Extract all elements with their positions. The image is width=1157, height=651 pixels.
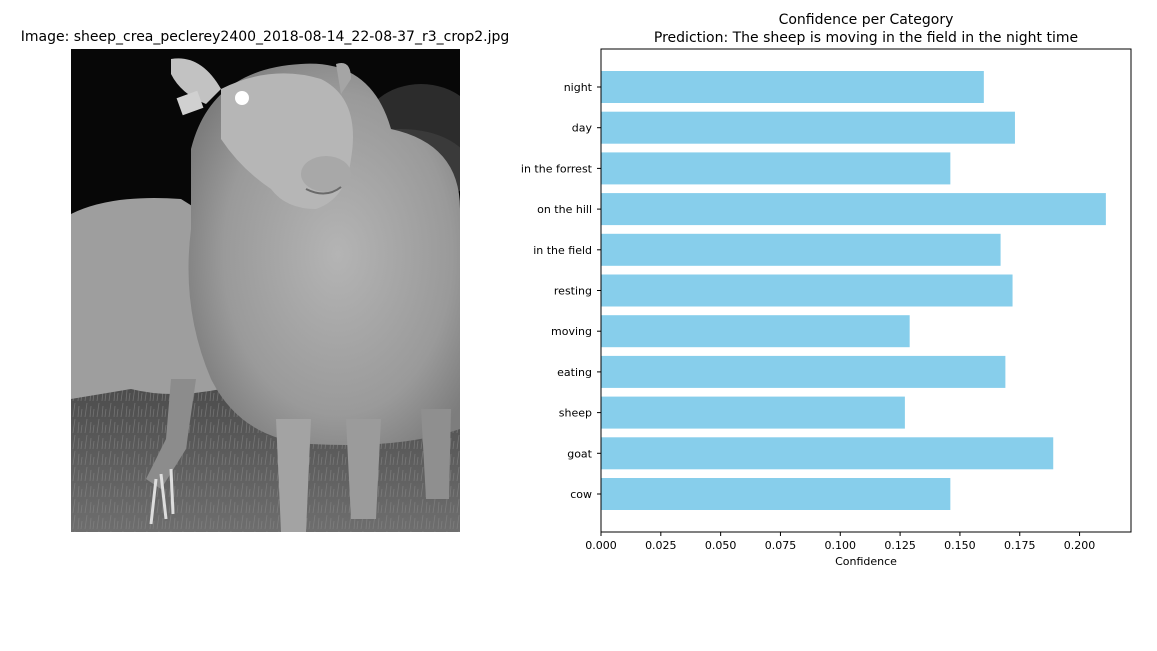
x-axis-label: Confidence	[835, 555, 897, 568]
y-tick-label: in the forrest	[521, 162, 593, 175]
x-ticks-group: 0.000 0.025 0.050 0.075 0.100 0.125 0.150 0.175…	[585, 532, 1095, 552]
y-tick-label: cow	[570, 488, 592, 501]
y-tick-label: on the hill	[537, 203, 592, 216]
bar-day	[601, 111, 1015, 144]
bar-resting	[601, 274, 1013, 307]
x-tick-label: 0.175	[1004, 539, 1036, 552]
x-tick-label: 0.075	[765, 539, 797, 552]
bar-goat	[601, 437, 1054, 470]
x-tick-label: 0.150	[944, 539, 976, 552]
y-tick-label: goat	[567, 447, 592, 460]
y-tick-label: resting	[554, 285, 592, 298]
bar-moving	[601, 315, 910, 348]
x-tick-label: 0.025	[645, 539, 677, 552]
y-tick-label: eating	[557, 366, 592, 379]
bar-eating	[601, 355, 1006, 388]
bars-group	[601, 71, 1106, 510]
plot-frame	[600, 48, 1132, 533]
y-tick-label: in the field	[533, 244, 592, 257]
bar-sheep	[601, 396, 905, 429]
bar-cow	[601, 478, 951, 510]
x-tick-label: 0.000	[585, 539, 617, 552]
y-tick-label: sheep	[559, 407, 592, 420]
bar-in-the-field	[601, 233, 1001, 266]
x-tick-label: 0.100	[825, 539, 857, 552]
x-tick-label: 0.050	[705, 539, 737, 552]
bar-night	[601, 71, 984, 103]
image-title: Image: sheep_crea_peclerey2400_2018-08-1…	[20, 29, 510, 45]
y-tick-label: day	[572, 122, 593, 135]
y-tick-label: moving	[551, 325, 592, 338]
bar-on-the-hill	[601, 193, 1106, 226]
y-ticks-group: cow goat sheep eating moving resting in the fi…	[521, 81, 601, 501]
x-tick-label: 0.125	[884, 539, 916, 552]
y-tick-label: night	[564, 81, 593, 94]
chart-subtitle: Prediction: The sheep is moving in the f…	[654, 30, 1078, 46]
bar-in-the-forrest	[601, 152, 951, 185]
x-tick-label: 0.200	[1064, 539, 1096, 552]
chart-title: Confidence per Category	[779, 12, 954, 28]
sheep-photo	[71, 49, 460, 532]
